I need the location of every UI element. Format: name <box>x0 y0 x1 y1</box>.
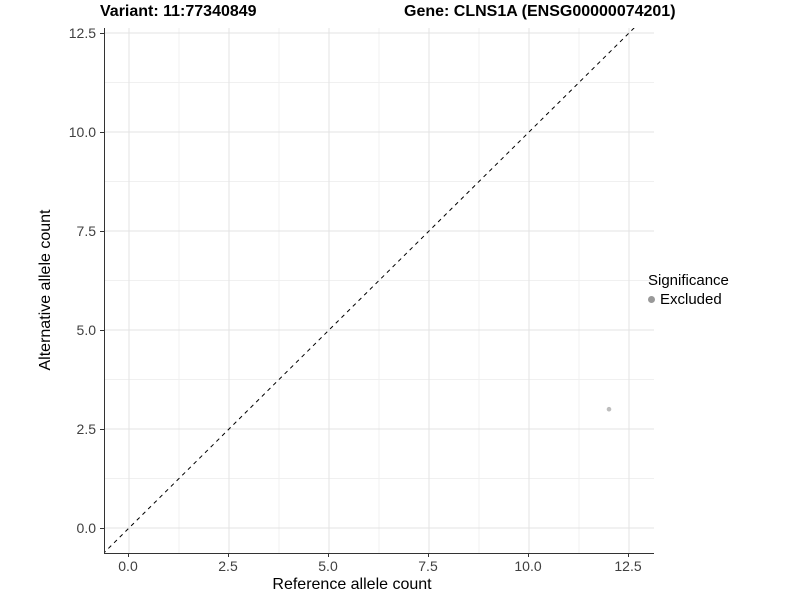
y-axis-tick-label: 12.5 <box>68 25 96 41</box>
x-axis-tick <box>128 553 129 557</box>
y-axis-tick-label: 0.0 <box>76 520 96 536</box>
plot-title-gene: Gene: CLNS1A (ENSG00000074201) <box>404 3 676 20</box>
y-axis-tick-label: 5.0 <box>76 322 96 338</box>
y-axis-tick <box>100 330 104 331</box>
legend-point-icon <box>648 296 655 303</box>
y-axis-tick-label: 10.0 <box>68 124 96 140</box>
x-axis-tick-label: 0.0 <box>118 558 138 574</box>
x-axis-tick-label: 12.5 <box>614 558 642 574</box>
y-axis-tick <box>100 231 104 232</box>
y-axis-tick-label: 7.5 <box>76 223 96 239</box>
y-axis-tick-label: 2.5 <box>76 421 96 437</box>
y-axis-tick <box>100 429 104 430</box>
x-axis-title: Reference allele count <box>272 576 432 593</box>
data-point <box>606 406 612 412</box>
legend: Significance Excluded <box>648 272 729 308</box>
plot-panel <box>104 28 654 554</box>
legend-item-label: Excluded <box>660 291 722 308</box>
y-axis-tick <box>100 528 104 529</box>
plot-canvas <box>105 28 654 553</box>
legend-title: Significance <box>648 272 729 289</box>
x-axis-tick-label: 5.0 <box>318 558 338 574</box>
plot-title-variant: Variant: 11:77340849 <box>100 3 257 20</box>
x-axis-tick <box>628 553 629 557</box>
identity-reference-line <box>105 28 635 553</box>
x-axis-tick <box>328 553 329 557</box>
x-axis-tick-label: 7.5 <box>418 558 438 574</box>
y-axis-tick <box>100 33 104 34</box>
y-axis-tick <box>100 132 104 133</box>
x-axis-tick-label: 10.0 <box>514 558 542 574</box>
x-axis-tick <box>528 553 529 557</box>
legend-item-excluded: Excluded <box>648 291 729 308</box>
x-axis-tick-label: 2.5 <box>218 558 238 574</box>
x-axis-tick <box>428 553 429 557</box>
x-axis-tick <box>228 553 229 557</box>
